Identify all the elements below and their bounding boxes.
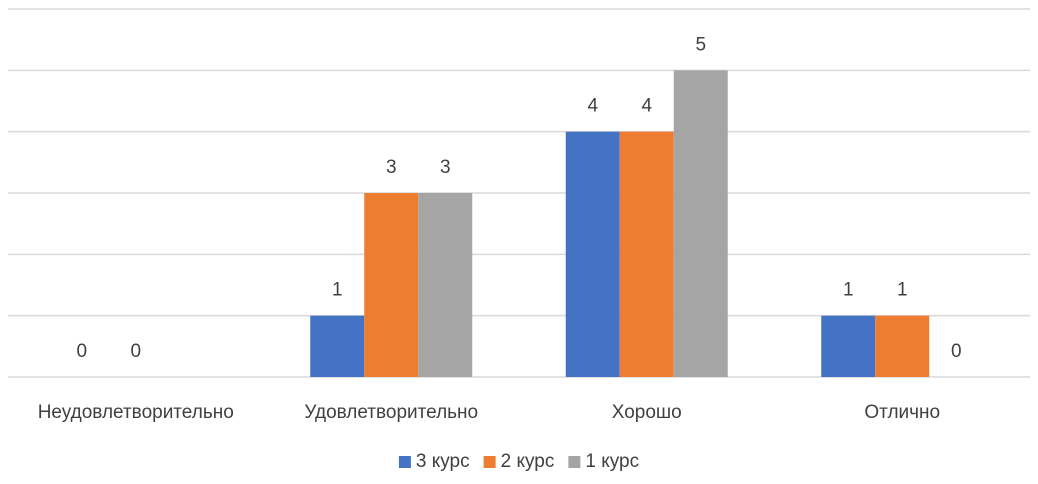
legend-label-2: 2 курс — [501, 451, 555, 472]
legend-label-1: 3 курс — [416, 451, 470, 472]
category-label-4: Отлично — [864, 402, 940, 423]
data-label-1-3: 4 — [587, 96, 598, 117]
legend-item-2: 2 курс — [483, 451, 555, 472]
data-label-2-1: 0 — [130, 341, 141, 362]
gridlines — [8, 8, 1030, 378]
bar-2-2 — [364, 193, 419, 377]
bar-3-3 — [673, 70, 728, 377]
legend-label-3: 1 курс — [585, 451, 639, 472]
bar-1-3 — [565, 131, 620, 377]
legend-item-3: 1 курс — [568, 451, 639, 472]
legend-item-1: 3 курс — [398, 451, 470, 472]
bar-1-4 — [821, 315, 876, 377]
data-label-2-2: 3 — [386, 157, 397, 178]
bar-1-2 — [310, 315, 365, 377]
bar-2-4 — [875, 315, 930, 377]
bars — [310, 70, 930, 377]
data-label-3-3: 5 — [695, 34, 706, 55]
legend-swatch-3 — [568, 456, 581, 468]
bar-3-2 — [418, 193, 473, 377]
legend: 3 курс 2 курс 1 курс — [398, 451, 639, 472]
category-label-3: Хорошо — [612, 402, 682, 423]
data-labels: 0 0 1 3 3 4 4 5 1 1 0 — [76, 34, 961, 362]
data-label-1-1: 0 — [76, 341, 87, 362]
category-label-2: Удовлетворительно — [304, 402, 478, 423]
category-label-1: Неудовлетворительно — [38, 402, 234, 423]
legend-swatch-2 — [483, 456, 496, 468]
bar-2-3 — [619, 131, 674, 377]
data-label-3-2: 3 — [440, 157, 451, 178]
data-label-2-3: 4 — [641, 96, 652, 117]
data-label-2-4: 1 — [897, 280, 908, 301]
data-label-1-4: 1 — [843, 280, 854, 301]
data-label-1-2: 1 — [332, 280, 343, 301]
data-label-3-4: 0 — [951, 341, 962, 362]
category-axis: Неудовлетворительно Удовлетворительно Хоро… — [38, 402, 940, 423]
legend-swatch-1 — [398, 456, 411, 468]
